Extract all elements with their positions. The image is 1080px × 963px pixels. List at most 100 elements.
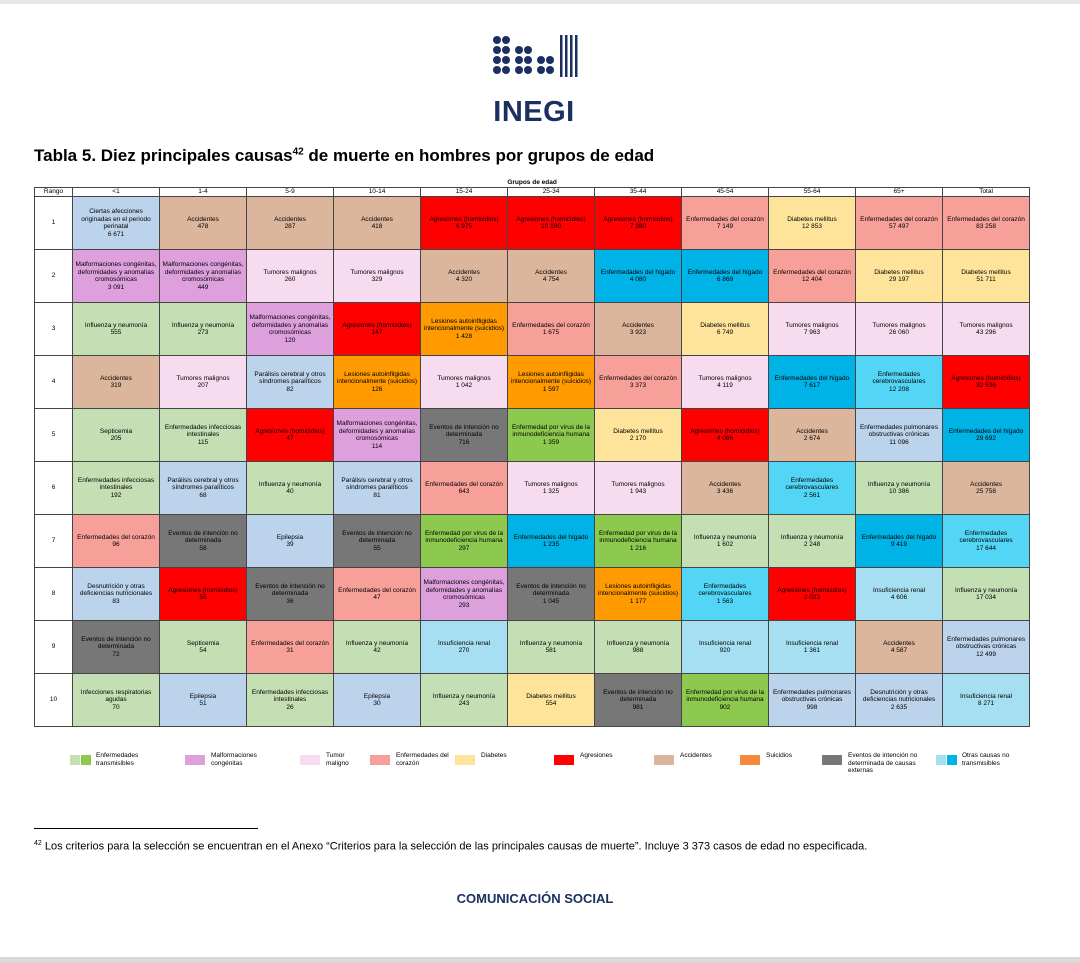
cause-name: Diabetes mellitus xyxy=(787,215,837,223)
death-count: 51 711 xyxy=(976,276,996,283)
cause-name: Influenza y neumonía xyxy=(258,480,322,488)
cause-name: Enfermedades del corazón xyxy=(251,639,329,647)
cause-name: Enfermedad por virus de la inmunodeficie… xyxy=(424,529,504,545)
death-count: 1 045 xyxy=(542,597,560,605)
cause-name: Eventos de intención no determinada xyxy=(168,529,238,545)
cause-cell: Insuficiencia renal 8 271 xyxy=(941,673,1031,727)
rank-cell: 8 xyxy=(34,567,73,621)
death-count: 26 060 xyxy=(889,329,909,336)
cause-name: Enfermedad por virus de la inmunodeficie… xyxy=(511,423,591,439)
death-count: 581 xyxy=(545,647,557,654)
death-count: 43 296 xyxy=(976,329,996,336)
death-count: 478 xyxy=(197,223,209,230)
cause-name: Tumores malignos xyxy=(785,321,839,329)
cause-cell: Malformaciones congénitas, deformidades … xyxy=(72,249,160,303)
death-count: 57 497 xyxy=(889,223,909,230)
header-age-group: 1-4 xyxy=(159,187,247,197)
cause-name: Insuficiencia renal xyxy=(872,586,926,594)
cause-cell: Enfermedades del hígado 4 080 xyxy=(594,249,682,303)
death-count: 31 xyxy=(286,647,294,654)
cause-name: Influenza y neumonía xyxy=(519,639,583,647)
cause-cell: Enfermedad por virus de la inmunodeficie… xyxy=(507,408,595,462)
death-count: 47 xyxy=(373,594,381,601)
cause-name: Diabetes mellitus xyxy=(613,427,663,435)
rank-cell: 10 xyxy=(34,673,73,727)
death-count: 449 xyxy=(197,283,209,291)
cause-name: Accidentes xyxy=(274,215,306,223)
death-count: 4 320 xyxy=(455,276,473,283)
death-count: 96 xyxy=(112,541,120,548)
header-age-group: 35-44 xyxy=(594,187,682,197)
cause-cell: Enfermedades del corazón 31 xyxy=(246,620,334,674)
footnote-divider xyxy=(34,828,258,829)
group-header-row: Grupos de edad xyxy=(35,179,1030,188)
cause-cell: Eventos de intención no determinada 72 xyxy=(72,620,160,674)
death-count: 51 xyxy=(199,700,207,707)
death-count: 82 xyxy=(286,385,294,393)
cause-cell: Enfermedades del corazón 7 149 xyxy=(681,196,769,250)
death-count: 2 248 xyxy=(803,541,821,548)
death-count: 329 xyxy=(371,276,383,283)
cause-name: Enfermedades del corazón xyxy=(338,586,416,594)
cause-name: Agresiones (homicidios) xyxy=(951,374,1021,382)
table-row: 5 Septicemia 205 Enfermedades infecciosas i… xyxy=(34,408,1031,462)
legend-label: Otras causas no transmisibles xyxy=(962,752,1010,767)
footnote: 42 Los criterios para la selección se en… xyxy=(34,840,867,853)
cause-cell: Agresiones (homicidios) 7 380 xyxy=(594,196,682,250)
cause-name: Enfermedades infecciosas intestinales xyxy=(251,688,329,704)
inegi-logo-icon xyxy=(493,35,578,77)
death-count: 205 xyxy=(110,435,122,442)
cause-name: Tumores malignos xyxy=(524,480,578,488)
column-header-row: Rango <1 1-4 5-9 10-14 15-24 25-34 35-44 45-54 55… xyxy=(34,187,1031,197)
death-count: 270 xyxy=(458,647,470,654)
cause-cell: Enfermedades infecciosas intestinales 192 xyxy=(72,461,160,515)
death-count: 72 xyxy=(112,650,120,658)
cause-cell: Enfermedades del hígado 6 869 xyxy=(681,249,769,303)
table-row: 8 Desnutrición y otras deficiencias nutri… xyxy=(34,567,1031,621)
cause-name: Infecciones respiratorias agudas xyxy=(80,688,152,704)
cause-name: Influenza y neumonía xyxy=(84,321,148,329)
legend-swatch xyxy=(740,755,760,765)
cause-cell: Malformaciones congénitas, deformidades … xyxy=(333,408,421,462)
cause-cell: Agresiones (homicidios) 55 xyxy=(159,567,247,621)
legend-label: Diabetes xyxy=(481,752,507,759)
cause-name: Enfermedades del corazón xyxy=(599,374,677,382)
cause-name: Malformaciones congénitas, deformidades … xyxy=(75,261,157,283)
cause-name: Influenza y neumonía xyxy=(345,639,409,647)
cause-cell: Lesiones autoinfligidas intencionalmente… xyxy=(507,355,595,409)
cause-cell: Tumores malignos 260 xyxy=(246,249,334,303)
legend-swatch xyxy=(185,755,205,765)
cause-cell: Enfermedades del corazón 83 258 xyxy=(941,196,1031,250)
death-count: 920 xyxy=(719,647,731,654)
cause-name: Enfermedades del hígado xyxy=(513,533,589,541)
cause-name: Accidentes xyxy=(361,215,393,223)
inegi-logo-text: INEGI xyxy=(493,96,575,128)
cause-name: Accidentes xyxy=(796,427,828,435)
header-age-group: 10-14 xyxy=(333,187,421,197)
cause-cell: Epilepsia 51 xyxy=(159,673,247,727)
cause-cell: Eventos de intención no determinada 58 xyxy=(159,514,247,568)
death-count: 2 170 xyxy=(629,435,647,442)
death-count: 2 561 xyxy=(803,491,821,499)
death-count: 55 xyxy=(199,594,207,601)
cause-cell: Accidentes 478 xyxy=(159,196,247,250)
cause-cell: Lesiones autoinfligidas intencionalmente… xyxy=(594,567,682,621)
cause-name: Epilepsia xyxy=(189,692,217,700)
legend-swatch xyxy=(370,755,390,765)
cause-name: Influenza y neumonía xyxy=(780,533,844,541)
death-count: 3 091 xyxy=(107,283,125,291)
cause-cell: Tumores malignos 4 119 xyxy=(681,355,769,409)
death-count: 54 xyxy=(199,647,207,654)
cause-cell: Insuficiencia renal 1 361 xyxy=(768,620,856,674)
death-count: 9 419 xyxy=(890,541,908,548)
cause-name: Lesiones autoinfligidas intencionalmente… xyxy=(423,317,505,333)
header-age-group: 25-34 xyxy=(507,187,595,197)
cause-cell: Insuficiencia renal 270 xyxy=(420,620,508,674)
cause-cell: Diabetes mellitus 51 711 xyxy=(941,249,1031,303)
death-count: 192 xyxy=(110,491,122,499)
cause-cell: Agresiones (homicidios) 6 975 xyxy=(420,196,508,250)
cause-name: Enfermedades del corazón xyxy=(860,215,938,223)
rank-cell: 9 xyxy=(34,620,73,674)
death-count: 120 xyxy=(284,336,296,344)
legend-label: Enfermedades del corazón xyxy=(396,752,449,767)
